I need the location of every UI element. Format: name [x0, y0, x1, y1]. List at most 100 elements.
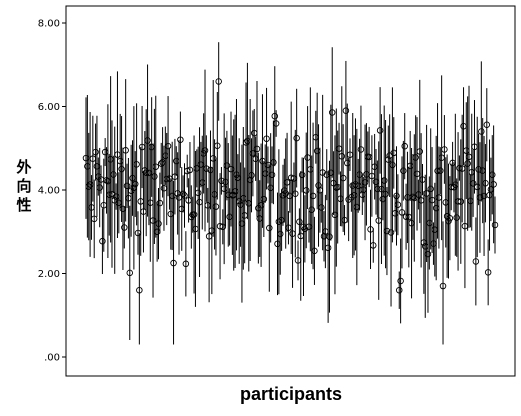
- data-point: [268, 171, 276, 179]
- data-point: [389, 161, 396, 169]
- data-point: [118, 165, 125, 173]
- data-point: [155, 220, 162, 227]
- data-point: [380, 177, 388, 184]
- data-point: [464, 160, 471, 167]
- data-point: [324, 244, 332, 252]
- data-point: [397, 277, 404, 285]
- data-point: [401, 142, 408, 150]
- data-point: [357, 146, 365, 153]
- data-point: [298, 171, 306, 179]
- data-point: [253, 145, 261, 153]
- data-point: [328, 109, 336, 116]
- data-point: [123, 182, 131, 190]
- data-point: [311, 247, 318, 255]
- data-point: [427, 185, 434, 193]
- data-point: [194, 189, 202, 197]
- y-tick-label: 2.00: [38, 269, 60, 280]
- data-point: [203, 165, 210, 172]
- data-point: [308, 206, 315, 213]
- data-point: [177, 136, 184, 143]
- data-point: [214, 142, 221, 149]
- data-point: [489, 171, 496, 178]
- data-point: [394, 201, 402, 208]
- data-point: [376, 127, 384, 134]
- data-point: [179, 190, 187, 198]
- data-point: [483, 121, 491, 128]
- data-point: [478, 128, 485, 135]
- data-point: [296, 218, 303, 225]
- data-point: [396, 286, 403, 294]
- data-point: [453, 214, 460, 221]
- data-point: [469, 180, 477, 187]
- data-point: [223, 162, 231, 169]
- data-point: [318, 204, 325, 211]
- data-point: [181, 192, 188, 199]
- y-tick-label: 8.00: [38, 19, 60, 30]
- data-point: [99, 237, 106, 245]
- data-point: [326, 233, 333, 240]
- y-axis-label: 外向性: [15, 158, 31, 214]
- y-axis: .00 2.00 4.00 6.00 8.00: [38, 19, 66, 364]
- data-point: [215, 78, 222, 85]
- data-point: [156, 199, 164, 207]
- data-point: [472, 258, 480, 265]
- data-point: [383, 227, 391, 235]
- data-point: [92, 148, 99, 156]
- data-point: [270, 159, 277, 166]
- data-point: [342, 107, 350, 114]
- data-point: [272, 120, 280, 127]
- data-point: [263, 135, 270, 142]
- data-point: [338, 153, 346, 160]
- data-marks: [82, 42, 499, 345]
- data-point: [186, 166, 194, 174]
- data-point: [219, 223, 227, 231]
- data-point: [457, 198, 465, 205]
- data-point: [491, 221, 499, 229]
- data-point: [131, 180, 139, 188]
- data-point: [416, 148, 424, 155]
- data-point: [339, 174, 347, 182]
- data-point: [315, 182, 322, 189]
- data-point: [293, 134, 300, 142]
- data-point: [387, 229, 395, 236]
- data-point: [266, 224, 273, 232]
- data-point: [398, 209, 406, 216]
- data-point: [424, 250, 432, 258]
- data-point: [309, 192, 317, 200]
- data-point: [490, 181, 497, 188]
- data-point: [144, 137, 151, 144]
- data-point: [260, 195, 268, 203]
- data-point: [136, 286, 143, 294]
- data-point: [182, 260, 190, 268]
- data-point: [446, 214, 454, 222]
- data-point: [170, 259, 177, 267]
- data-point: [302, 187, 310, 194]
- data-point: [271, 112, 279, 120]
- data-point: [393, 192, 400, 200]
- data-point: [482, 179, 489, 187]
- data-point: [400, 167, 407, 174]
- data-point: [292, 190, 299, 197]
- x-axis-label: participants: [240, 384, 342, 404]
- data-point: [122, 147, 129, 154]
- data-point: [437, 167, 444, 174]
- data-point: [201, 147, 209, 154]
- data-point: [374, 185, 381, 193]
- data-point: [248, 172, 255, 179]
- data-point: [110, 171, 117, 178]
- data-point: [212, 203, 220, 210]
- data-point: [276, 230, 284, 238]
- data-point: [441, 146, 448, 153]
- data-point: [151, 173, 158, 180]
- data-point: [133, 161, 140, 168]
- y-tick-label: .00: [44, 353, 60, 364]
- data-point: [382, 190, 389, 198]
- data-point: [412, 154, 419, 161]
- data-point: [484, 269, 492, 276]
- data-point: [439, 282, 447, 290]
- data-point: [370, 242, 377, 249]
- data-point: [96, 184, 103, 191]
- y-tick-label: 4.00: [38, 186, 60, 197]
- data-point: [361, 179, 369, 186]
